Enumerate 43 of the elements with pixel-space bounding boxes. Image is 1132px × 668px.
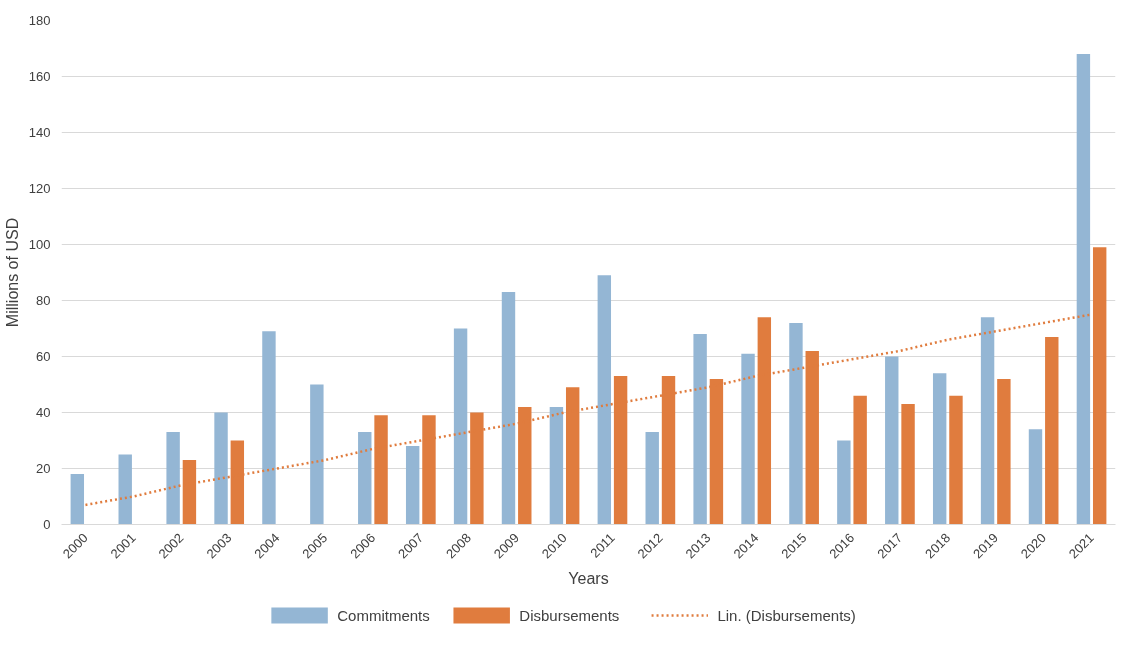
bar <box>1076 54 1091 525</box>
bar <box>1092 247 1107 525</box>
y-tick-label: 80 <box>36 293 51 308</box>
bar <box>1045 336 1059 525</box>
legend-label: Lin. (Disbursements) <box>717 607 856 624</box>
y-tick-label: 120 <box>28 181 51 196</box>
bar <box>645 432 659 525</box>
bar <box>1028 429 1043 525</box>
legend-label: Commitments <box>337 607 430 624</box>
y-tick-label: 60 <box>36 349 51 364</box>
bar <box>693 334 707 525</box>
y-tick-label: 140 <box>28 125 51 140</box>
bar <box>853 395 867 525</box>
bar <box>453 328 468 525</box>
bar <box>901 404 915 525</box>
bar <box>501 292 516 525</box>
y-tick-label: 180 <box>28 13 51 28</box>
y-tick-label: 100 <box>28 237 51 252</box>
bar <box>262 331 276 525</box>
bar <box>70 474 85 525</box>
bar <box>997 378 1011 525</box>
bar <box>358 432 372 525</box>
y-tick-label: 160 <box>28 69 51 84</box>
bar <box>166 432 180 525</box>
y-axis-title: Millions of USD <box>3 217 21 328</box>
bar <box>789 322 803 525</box>
bar <box>214 412 228 525</box>
bar <box>405 446 420 525</box>
bar <box>549 406 564 525</box>
legend-label: Disbursements <box>519 607 620 624</box>
y-tick-label: 40 <box>36 405 51 420</box>
x-axis-title: Years <box>568 570 609 588</box>
y-tick-label: 0 <box>43 517 51 532</box>
bar <box>885 356 899 525</box>
bar <box>980 317 995 525</box>
bar <box>837 440 851 525</box>
bar <box>118 454 132 525</box>
bar <box>741 353 755 525</box>
bar <box>597 275 612 525</box>
bar <box>310 384 324 525</box>
y-tick-label: 20 <box>36 461 51 476</box>
bar <box>949 395 963 525</box>
bar <box>932 373 947 525</box>
